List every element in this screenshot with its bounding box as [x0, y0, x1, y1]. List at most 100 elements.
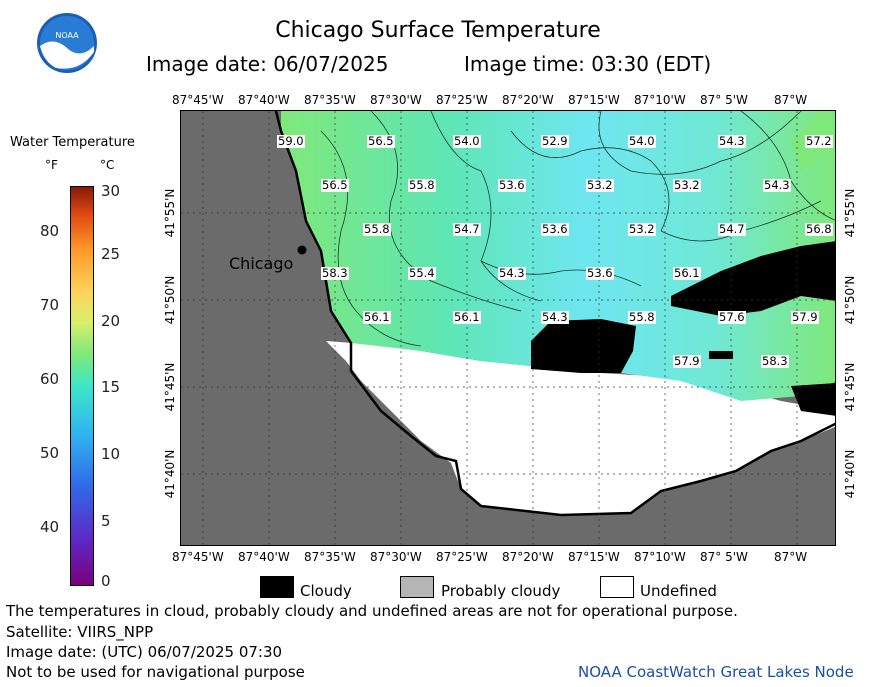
lon-label: 87°45'W — [172, 550, 224, 564]
map-svg — [181, 111, 835, 545]
f-tick-label: 70 — [40, 296, 60, 314]
undefined-label: Undefined — [640, 582, 717, 600]
lat-label: 41°50'N — [843, 275, 857, 325]
temperature-label: 53.2 — [628, 222, 656, 236]
c-tick-label: 15 — [101, 378, 121, 396]
lon-label: 87°W — [774, 93, 808, 107]
temperature-label: 55.4 — [408, 266, 436, 280]
lon-label: 87°25'W — [436, 550, 488, 564]
image-time: Image time: 03:30 (EDT) — [464, 52, 712, 76]
lat-label: 41°45'N — [163, 362, 177, 412]
cloud-3 — [791, 383, 835, 416]
c-tick-label: 10 — [101, 445, 121, 463]
lon-label: 87°30'W — [370, 93, 422, 107]
lat-label: 41°40'N — [163, 449, 177, 499]
temperature-label: 57.6 — [718, 310, 746, 324]
lon-label: 87°15'W — [568, 93, 620, 107]
temperature-label: 56.5 — [321, 178, 349, 192]
probably-cloudy-swatch — [400, 576, 434, 598]
lon-label: 87°15'W — [568, 550, 620, 564]
temperature-label: 54.3 — [718, 134, 746, 148]
lat-label: 41°45'N — [843, 362, 857, 412]
city-label: Chicago — [229, 254, 294, 273]
temperature-label: 58.3 — [761, 354, 789, 368]
footer-credit: NOAA CoastWatch Great Lakes Node — [578, 663, 854, 681]
footer-satellite: Satellite: VIIRS_NPP — [6, 623, 154, 641]
footer-warning: The temperatures in cloud, probably clou… — [6, 602, 738, 620]
lon-label: 87°40'W — [238, 550, 290, 564]
lon-label: 87°45'W — [172, 93, 224, 107]
temperature-label: 57.9 — [791, 310, 819, 324]
image-date: Image date: 06/07/2025 — [146, 52, 389, 76]
lat-label: 41°40'N — [843, 449, 857, 499]
lon-label: 87°35'W — [304, 93, 356, 107]
cloud-2 — [671, 241, 835, 316]
footer-utc-date: Image date: (UTC) 06/07/2025 07:30 — [6, 643, 283, 661]
lon-label: 87°20'W — [502, 550, 554, 564]
c-tick-label: 25 — [101, 245, 121, 263]
noaa-logo: NOAA — [36, 12, 98, 74]
temperature-label: 54.3 — [541, 310, 569, 324]
lon-label: 87°W — [774, 550, 808, 564]
temperature-label: 53.2 — [673, 178, 701, 192]
temperature-label: 54.3 — [498, 266, 526, 280]
scale-unit-f: °F — [45, 158, 58, 172]
footer-nav: Not to be used for navigational purpose — [6, 663, 305, 681]
c-tick-label: 30 — [101, 182, 121, 200]
temperature-label: 55.8 — [363, 222, 391, 236]
temperature-label: 54.3 — [763, 178, 791, 192]
temperature-label: 54.0 — [453, 134, 481, 148]
undefined-swatch — [600, 576, 634, 598]
logo-text: NOAA — [55, 31, 79, 40]
chicago-marker — [297, 245, 307, 255]
c-tick-label: 20 — [101, 312, 121, 330]
f-tick-label: 40 — [40, 518, 60, 536]
temperature-label: 55.8 — [408, 178, 436, 192]
cloudy-label: Cloudy — [300, 582, 352, 600]
temperature-label: 57.2 — [805, 134, 833, 148]
temperature-label: 57.9 — [673, 354, 701, 368]
lon-label: 87°25'W — [436, 93, 488, 107]
temperature-label: 54.7 — [718, 222, 746, 236]
c-tick-label: 0 — [101, 572, 111, 590]
temperature-label: 55.8 — [628, 310, 656, 324]
lon-label: 87°30'W — [370, 550, 422, 564]
lon-label: 87°20'W — [502, 93, 554, 107]
lon-label: 87°10'W — [634, 550, 686, 564]
cloudy-swatch — [260, 576, 294, 598]
temperature-label: 56.1 — [673, 266, 701, 280]
f-tick-label: 80 — [40, 222, 60, 240]
lon-label: 87°10'W — [634, 93, 686, 107]
temperature-label: 56.5 — [367, 134, 395, 148]
temperature-label: 53.6 — [586, 266, 614, 280]
contour-lines — [320, 111, 835, 347]
temperature-label: 54.0 — [628, 134, 656, 148]
temperature-label: 53.2 — [586, 178, 614, 192]
temperature-label: 54.7 — [453, 222, 481, 236]
temperature-label: 56.8 — [805, 222, 833, 236]
scale-title: Water Temperature — [10, 135, 135, 150]
lon-label: 87° 5'W — [700, 550, 748, 564]
temperature-label: 52.9 — [541, 134, 569, 148]
map-title: Chicago Surface Temperature — [275, 18, 601, 43]
lon-label: 87°35'W — [304, 550, 356, 564]
lon-label: 87°40'W — [238, 93, 290, 107]
temperature-label: 58.3 — [321, 266, 349, 280]
temperature-label: 53.6 — [498, 178, 526, 192]
lat-label: 41°50'N — [163, 275, 177, 325]
temperature-label: 53.6 — [541, 222, 569, 236]
lat-label: 41°55'N — [163, 188, 177, 238]
c-tick-label: 5 — [101, 512, 111, 530]
lon-label: 87° 5'W — [700, 93, 748, 107]
color-scale-bar — [70, 186, 94, 586]
scale-unit-c: °C — [100, 158, 115, 172]
temperature-label: 56.1 — [363, 310, 391, 324]
cloud-1 — [531, 319, 636, 373]
lat-label: 41°55'N — [843, 188, 857, 238]
probably-cloudy-label: Probably cloudy — [441, 582, 561, 600]
temperature-label: 59.0 — [277, 134, 305, 148]
f-tick-label: 50 — [40, 444, 60, 462]
map-panel: 59.0 56.5 54.0 52.9 54.0 54.3 57.2 56.5 55.8 53.6… — [180, 110, 836, 546]
f-tick-label: 60 — [40, 370, 60, 388]
temperature-label: 56.1 — [453, 310, 481, 324]
